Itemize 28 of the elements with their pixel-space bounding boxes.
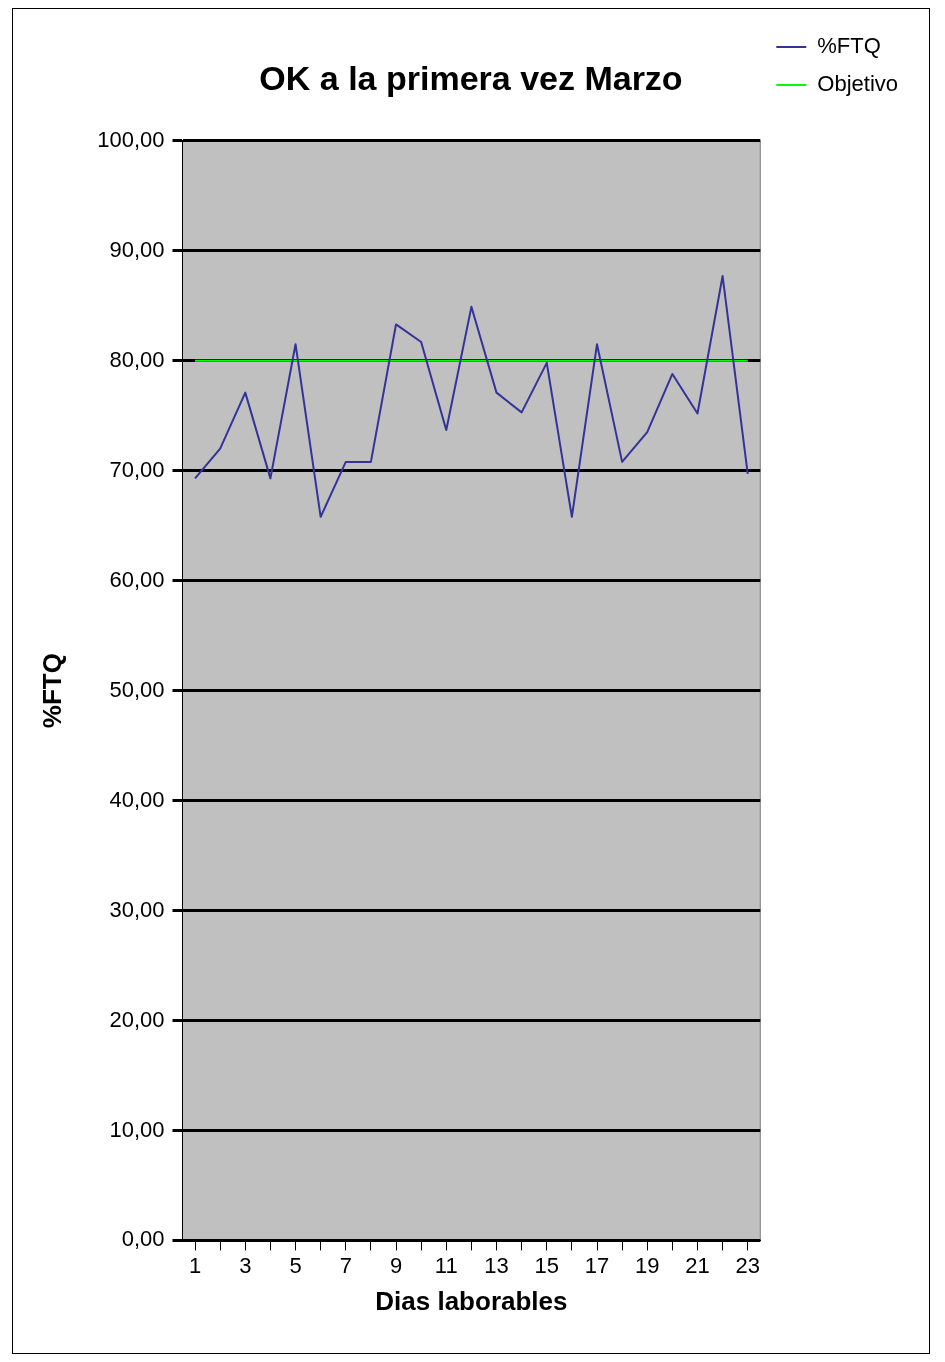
y-tick-label: 90,00: [109, 236, 165, 262]
x-tick-label: 17: [584, 1252, 610, 1278]
x-tick-label: 11: [434, 1252, 458, 1278]
y-tick-label: 0,00: [121, 1226, 165, 1252]
y-tick-label: 40,00: [109, 786, 165, 812]
y-tick-label: 60,00: [109, 566, 165, 592]
y-tick-label: 10,00: [109, 1116, 165, 1142]
legend-label: %FTQ: [817, 33, 881, 59]
x-tick-label: 21: [685, 1252, 710, 1278]
x-tick-label: 15: [534, 1252, 559, 1278]
x-tick-label: 5: [289, 1252, 302, 1278]
x-tick-label: 1: [188, 1252, 202, 1278]
x-tick-label: 13: [484, 1252, 509, 1278]
y-tick-label: 100,00: [97, 126, 165, 152]
y-tick-label: 30,00: [109, 896, 165, 922]
x-tick-label: 3: [239, 1252, 252, 1278]
x-tick-label: 23: [735, 1252, 760, 1278]
legend-label: Objetivo: [817, 71, 899, 97]
x-tick-label: 7: [339, 1252, 352, 1278]
y-axis-title: %FTQ: [36, 653, 67, 729]
x-axis-title: Dias laborables: [375, 1285, 568, 1316]
x-tick-label: 9: [389, 1252, 403, 1278]
x-tick-label: 19: [635, 1252, 660, 1278]
y-tick-label: 50,00: [109, 676, 165, 702]
chart-title: OK a la primera vez Marzo: [259, 58, 683, 97]
y-tick-label: 20,00: [109, 1006, 165, 1032]
y-tick-label: 80,00: [109, 346, 165, 372]
y-tick-label: 70,00: [109, 456, 165, 482]
